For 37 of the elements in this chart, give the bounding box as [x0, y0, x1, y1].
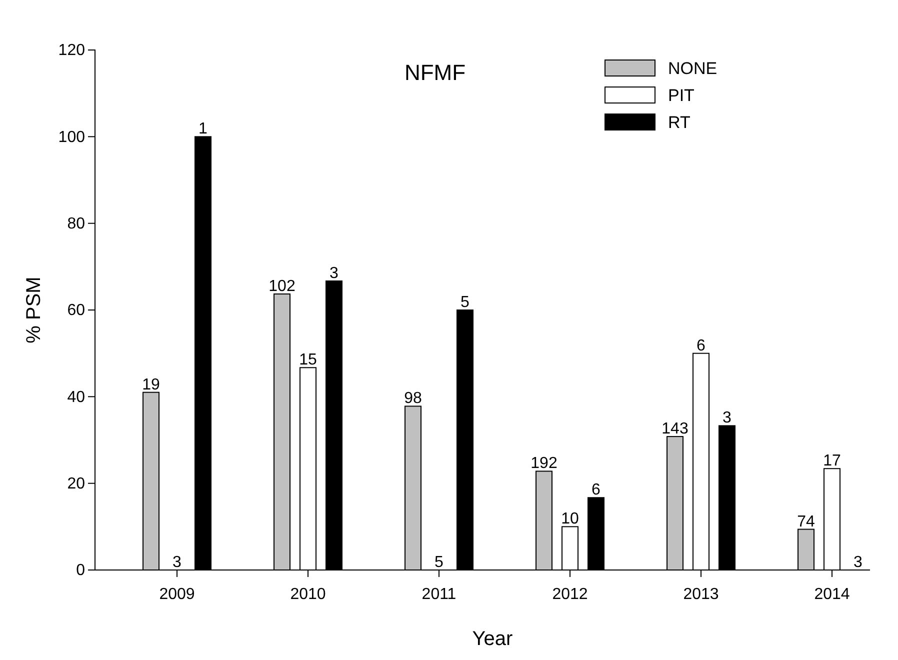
x-tick-label: 2009 [159, 586, 195, 603]
x-tick-label: 2012 [552, 586, 588, 603]
y-tick-label: 40 [67, 388, 86, 406]
annotation: 102 [268, 278, 296, 295]
annotation: 10 [561, 510, 579, 528]
x-tick-label: 2010 [290, 586, 326, 603]
y-tick-label: 100 [58, 128, 86, 146]
y-tick-label: 80 [67, 215, 86, 232]
legend-label: RT [668, 113, 690, 132]
y-tick-label: 20 [67, 475, 86, 492]
legend-label: NONE [668, 59, 718, 78]
annotation: 192 [530, 455, 558, 472]
annotation: 1 [198, 120, 208, 138]
x-tick-label: 2014 [814, 586, 850, 603]
annotation: 6 [592, 482, 601, 499]
y-tick-label: 120 [58, 42, 86, 60]
text: NFMF [404, 60, 466, 85]
y-axis-title: % PSM [23, 276, 45, 344]
y-tick-label: 60 [67, 302, 86, 320]
x-axis-title: Year [472, 628, 514, 650]
annotation: 19 [142, 376, 160, 394]
annotation: 3 [172, 554, 182, 571]
annotation: 17 [823, 452, 841, 470]
annotation: 6 [696, 337, 706, 354]
annotation: 3 [330, 264, 339, 282]
legend-label: PIT [668, 86, 694, 105]
annotation: 15 [299, 352, 317, 369]
x-tick-label: 2013 [683, 586, 719, 603]
annotation: 3 [722, 410, 732, 427]
x-tick-label: 2011 [422, 586, 456, 603]
annotation: 143 [662, 420, 688, 438]
annotation: 5 [434, 554, 444, 571]
annotation: 98 [404, 390, 422, 408]
y-tick-label: 0 [76, 562, 86, 580]
annotation: 5 [460, 294, 470, 311]
annotation: 3 [854, 554, 863, 571]
annotation: 74 [797, 513, 815, 530]
